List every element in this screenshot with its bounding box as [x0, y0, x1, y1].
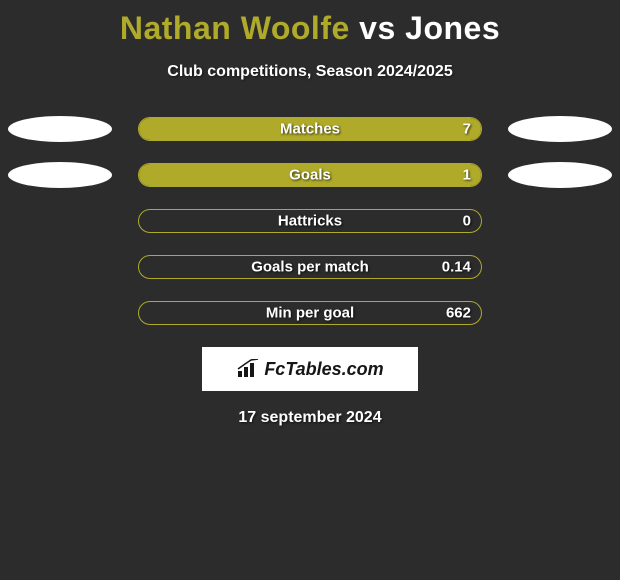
stat-bar: Matches 7: [138, 117, 482, 141]
stat-label: Goals: [289, 167, 331, 184]
comparison-title: Nathan Woolfe vs Jones: [0, 0, 620, 47]
stats-container: Matches 7 Goals 1 Hattricks 0 Goals per match 0…: [0, 117, 620, 325]
stat-bar: Hattricks 0: [138, 209, 482, 233]
stat-label: Goals per match: [251, 259, 369, 276]
left-ellipse: [8, 116, 112, 142]
stat-label: Hattricks: [278, 213, 342, 230]
stat-row: Matches 7: [0, 117, 620, 141]
stat-value: 0.14: [442, 259, 471, 276]
stat-value: 7: [463, 121, 471, 138]
stat-value: 662: [446, 305, 471, 322]
logo-chart-icon: [236, 359, 260, 379]
stat-row: Goals per match 0.14: [0, 255, 620, 279]
stat-bar: Goals 1: [138, 163, 482, 187]
comparison-subtitle: Club competitions, Season 2024/2025: [0, 63, 620, 81]
right-ellipse: [508, 116, 612, 142]
stat-row: Hattricks 0: [0, 209, 620, 233]
stat-bar: Min per goal 662: [138, 301, 482, 325]
stat-bar: Goals per match 0.14: [138, 255, 482, 279]
stat-row: Min per goal 662: [0, 301, 620, 325]
left-ellipse: [8, 162, 112, 188]
logo: FcTables.com: [236, 359, 383, 380]
stat-label: Min per goal: [266, 305, 354, 322]
stat-value: 0: [463, 213, 471, 230]
logo-box: FcTables.com: [202, 347, 418, 391]
date-text: 17 september 2024: [0, 409, 620, 427]
logo-text: FcTables.com: [264, 359, 383, 380]
stat-row: Goals 1: [0, 163, 620, 187]
stat-value: 1: [463, 167, 471, 184]
right-ellipse: [508, 162, 612, 188]
stat-label: Matches: [280, 121, 340, 138]
